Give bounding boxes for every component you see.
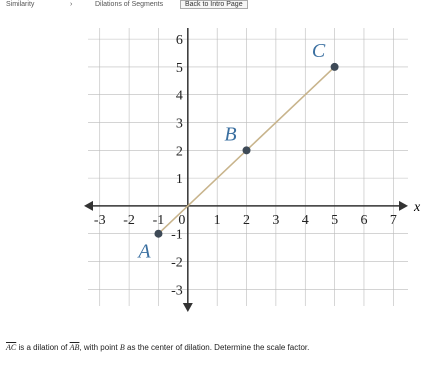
x-tick-label: -2 [123, 213, 135, 228]
breadcrumb-current: Dilations of Segments [95, 1, 164, 8]
breadcrumb-link[interactable]: Similarity [6, 1, 35, 8]
x-tick-label: -1 [153, 213, 165, 228]
axis-label: x [413, 200, 421, 215]
text: is a dilation of [18, 343, 68, 352]
point [242, 146, 251, 155]
y-tick-label: 5 [176, 61, 183, 76]
x-tick-label: 1 [214, 213, 221, 228]
y-tick-label: 6 [176, 33, 183, 48]
header: Similarity › Dilations of Segments Back … [0, 0, 426, 14]
y-tick-label: 3 [176, 117, 183, 132]
point-label: A [136, 241, 151, 263]
x-tick-label: 0 [178, 213, 185, 228]
x-tick-label: 2 [243, 213, 250, 228]
point [154, 229, 163, 238]
point [330, 62, 339, 71]
y-tick-label: -1 [171, 228, 183, 243]
y-tick-label: -2 [171, 256, 183, 271]
point-label: C [312, 40, 326, 62]
x-tick-label: -3 [94, 213, 106, 228]
y-tick-label: 4 [176, 89, 183, 104]
text: , with point [79, 343, 118, 352]
segment: AB [69, 343, 80, 352]
segment: AC [6, 343, 17, 352]
button-label: Back to Intro Page [185, 1, 243, 8]
question: AC is a dilation of AB, with point B as … [6, 343, 309, 352]
text: as the center of dilation. Determine the… [127, 343, 310, 352]
y-tick-label: 1 [176, 172, 183, 187]
point-label: B [224, 123, 236, 145]
y-tick-label: -3 [171, 283, 183, 298]
y-tick-label: 2 [176, 144, 183, 159]
x-tick-label: 6 [360, 213, 367, 228]
separator: › [70, 1, 73, 8]
back-button[interactable]: Back to Intro Page [180, 0, 248, 9]
point: B [119, 343, 125, 352]
x-tick-label: 3 [272, 213, 279, 228]
x-tick-label: 4 [302, 213, 309, 228]
x-tick-label: 5 [331, 213, 338, 228]
x-tick-label: 7 [390, 213, 397, 228]
